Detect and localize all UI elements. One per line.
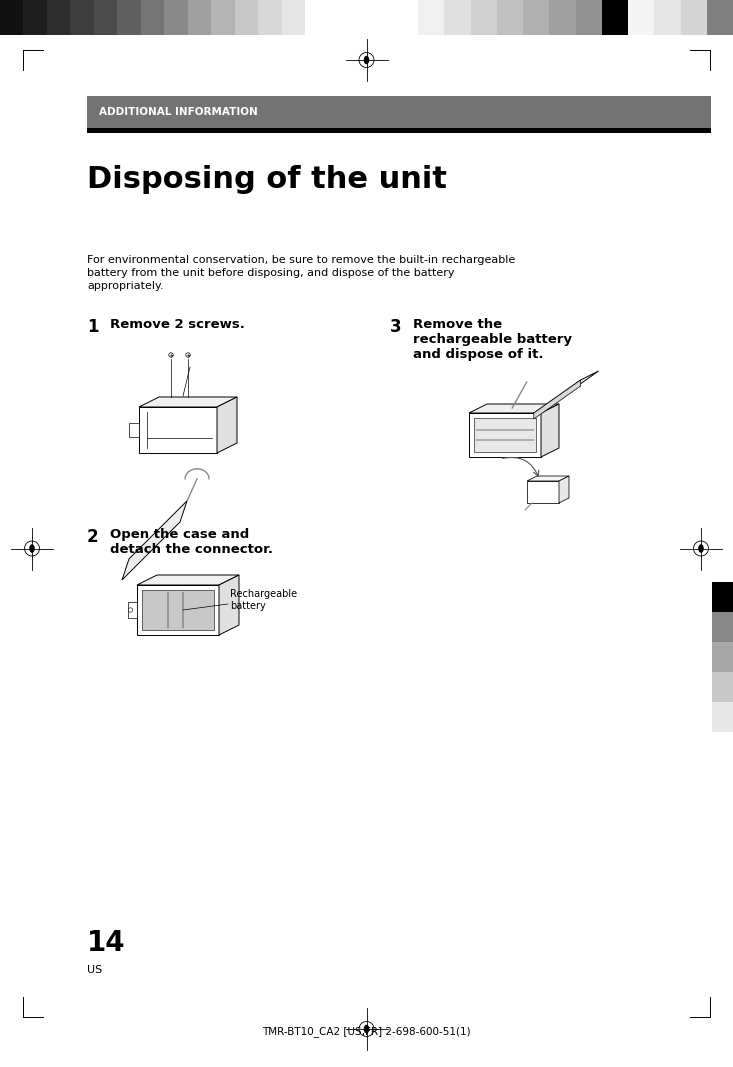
Ellipse shape (699, 545, 703, 552)
Bar (523, 0, 549, 35)
Polygon shape (217, 397, 237, 453)
Circle shape (128, 608, 133, 612)
Bar (23, 0, 47, 35)
Bar (680, 0, 707, 35)
Bar (164, 0, 188, 35)
Bar (628, 0, 655, 35)
Polygon shape (534, 380, 581, 419)
Text: Disposing of the unit: Disposing of the unit (87, 165, 447, 194)
Bar (235, 0, 258, 35)
Text: For environmental conservation, be sure to remove the built-in rechargeable
batt: For environmental conservation, be sure … (87, 255, 515, 291)
Bar (444, 0, 471, 35)
Text: TMR-BT10_CA2 [US,FR] 2-698-600-51(1): TMR-BT10_CA2 [US,FR] 2-698-600-51(1) (262, 1026, 471, 1037)
Bar (70, 0, 94, 35)
Polygon shape (129, 423, 139, 437)
Bar (549, 0, 575, 35)
Bar (87, 96, 711, 128)
Bar (712, 732, 733, 762)
Bar (712, 612, 733, 642)
Polygon shape (474, 418, 536, 452)
Bar (211, 0, 235, 35)
Circle shape (169, 353, 173, 357)
Bar (87, 128, 711, 133)
Text: Open the case and
detach the connector.: Open the case and detach the connector. (110, 528, 273, 556)
Text: 2: 2 (87, 528, 99, 546)
Polygon shape (139, 407, 217, 453)
Bar (575, 0, 602, 35)
Bar (712, 642, 733, 672)
Text: US: US (87, 965, 102, 975)
Polygon shape (527, 481, 559, 503)
Polygon shape (534, 371, 599, 413)
Bar (47, 0, 70, 35)
Bar (497, 0, 523, 35)
Polygon shape (559, 476, 569, 503)
Polygon shape (219, 575, 239, 635)
Bar (0, 0, 23, 35)
Bar (602, 0, 628, 35)
Polygon shape (139, 397, 237, 407)
Bar (117, 0, 141, 35)
Polygon shape (469, 413, 541, 457)
Bar (707, 0, 733, 35)
Polygon shape (122, 500, 187, 580)
Text: Remove 2 screws.: Remove 2 screws. (110, 318, 245, 331)
Ellipse shape (364, 1025, 369, 1033)
Polygon shape (142, 590, 214, 630)
Bar (258, 0, 281, 35)
Polygon shape (137, 585, 219, 635)
Text: 1: 1 (87, 318, 98, 336)
Bar (188, 0, 211, 35)
Ellipse shape (30, 545, 34, 552)
Bar (418, 0, 444, 35)
Text: 3: 3 (390, 318, 402, 336)
Bar (94, 0, 117, 35)
Bar (655, 0, 680, 35)
Polygon shape (469, 404, 559, 413)
Text: ADDITIONAL INFORMATION: ADDITIONAL INFORMATION (99, 107, 258, 117)
Bar (712, 582, 733, 612)
Bar (141, 0, 164, 35)
Polygon shape (128, 602, 137, 618)
Circle shape (185, 353, 190, 357)
Text: Remove the
rechargeable battery
and dispose of it.: Remove the rechargeable battery and disp… (413, 318, 572, 361)
Polygon shape (541, 404, 559, 457)
Bar (281, 0, 305, 35)
Polygon shape (527, 476, 569, 481)
Bar (712, 672, 733, 702)
Bar (471, 0, 497, 35)
Polygon shape (137, 575, 239, 585)
Text: 14: 14 (87, 929, 125, 957)
Bar (712, 702, 733, 732)
Text: Rechargeable
battery: Rechargeable battery (230, 589, 297, 610)
Ellipse shape (364, 57, 369, 64)
